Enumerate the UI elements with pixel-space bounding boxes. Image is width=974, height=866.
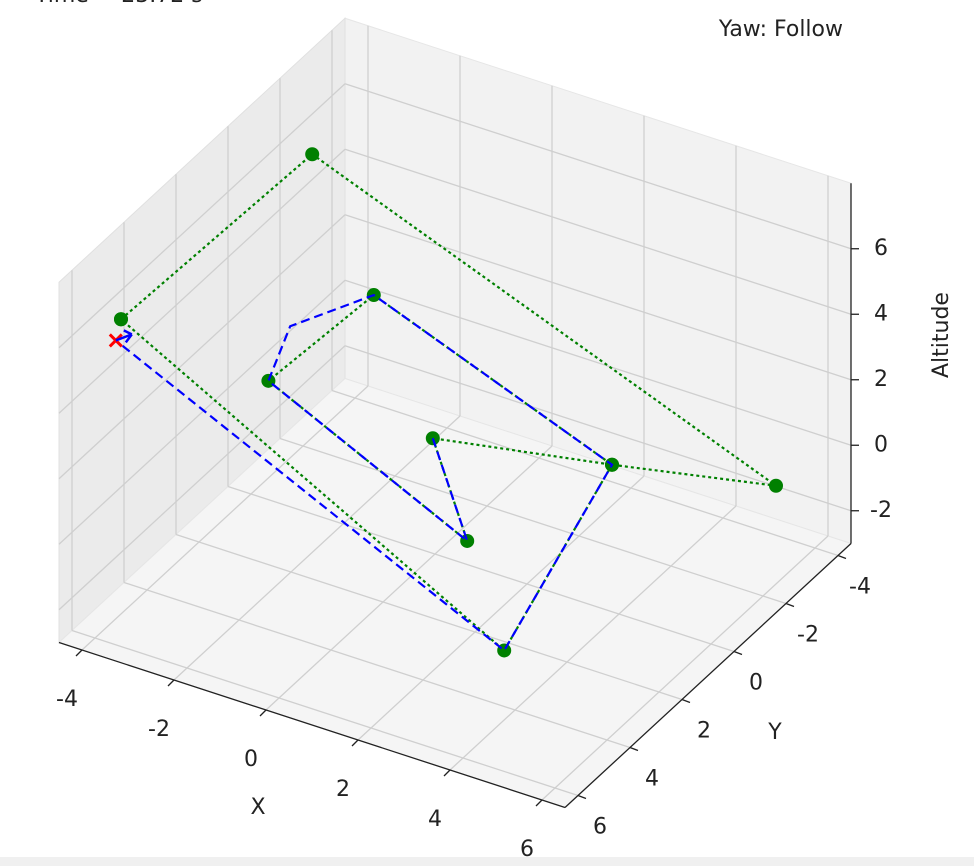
- grid-line: [344, 279, 852, 446]
- y-tick: [785, 602, 795, 608]
- series-line: [120, 152, 777, 653]
- z-tick-label: 4: [874, 301, 888, 326]
- grid-line: [541, 535, 829, 801]
- x-tick-label: 2: [336, 777, 350, 802]
- grid-line: [344, 214, 852, 381]
- y-axis-label: Y: [767, 720, 782, 745]
- x-axis-line: [58, 641, 566, 809]
- grid-line: [449, 505, 737, 771]
- y-tick: [629, 746, 639, 752]
- grid-line: [173, 415, 461, 681]
- x-tick-label: 6: [520, 837, 534, 862]
- grid-line: [227, 485, 735, 653]
- z-tick-label: 2: [874, 367, 888, 392]
- y-tick-label: -4: [849, 575, 871, 600]
- y-axis-line: [564, 543, 852, 808]
- chart-title: Time = 23.72 s: [34, 0, 203, 8]
- grid-line: [58, 279, 346, 545]
- drone-heading: [115, 329, 133, 344]
- grid-line: [123, 581, 631, 749]
- x-tick-label: 4: [428, 807, 442, 832]
- axes: -4 -2 0 2 4 6 -4 -2 0 2 4 6 -2 0 2 4 6: [56, 183, 892, 862]
- grid-line: [357, 475, 645, 741]
- waypoint: [305, 147, 320, 162]
- x-tick: [259, 709, 267, 717]
- z-tick-label: 6: [874, 236, 888, 261]
- x-tick: [75, 649, 83, 657]
- y-tick: [733, 650, 743, 656]
- y-tick-label: 4: [645, 767, 659, 792]
- y-tick-label: 6: [593, 815, 607, 840]
- y-tick: [837, 554, 847, 560]
- panes: [58, 17, 852, 809]
- plot-area: [108, 147, 783, 658]
- x-axis-label: X: [250, 795, 265, 820]
- grid-line: [331, 389, 839, 557]
- z-axis-label: Altitude: [929, 292, 954, 378]
- grid-line: [58, 345, 346, 611]
- x-tick: [167, 679, 175, 687]
- grid-line: [71, 629, 579, 797]
- grid-line: [175, 533, 683, 701]
- y-tick-label: 2: [697, 719, 711, 744]
- x-tick: [535, 799, 543, 807]
- z-tick-label: -2: [870, 498, 892, 523]
- waypoint: [769, 478, 783, 493]
- grid-line: [81, 385, 369, 651]
- grid-line: [58, 83, 346, 349]
- grid-line: [344, 148, 852, 315]
- grid-line: [344, 83, 852, 250]
- x-tick-label: 0: [244, 747, 258, 772]
- annotation: Yaw: Follow: [718, 17, 843, 42]
- x-tick: [443, 769, 451, 777]
- waypoint: [114, 312, 128, 327]
- y-tick: [577, 794, 587, 800]
- grid-line: [265, 445, 553, 711]
- x-tick-label: -4: [56, 687, 78, 712]
- series-line: [115, 293, 614, 653]
- bottom-strip: [0, 857, 974, 866]
- y-tick: [681, 698, 691, 704]
- grid-line: [279, 437, 787, 605]
- x-tick: [351, 739, 359, 747]
- grid-line: [58, 148, 346, 414]
- grid-line: [58, 214, 346, 480]
- x-tick-label: -2: [148, 717, 170, 742]
- y-tick-label: -2: [797, 623, 819, 648]
- z-tick-label: 0: [874, 432, 888, 457]
- grid-line: [344, 345, 852, 512]
- y-tick-label: 0: [749, 671, 763, 696]
